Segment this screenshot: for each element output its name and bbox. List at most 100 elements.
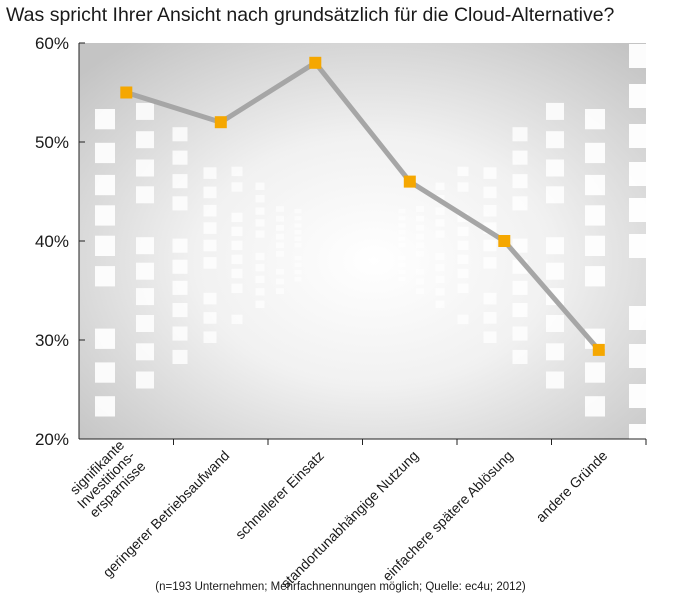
background-tile bbox=[95, 142, 115, 164]
background-tile bbox=[435, 252, 445, 261]
background-tile bbox=[231, 212, 243, 223]
background-tile bbox=[276, 242, 284, 249]
background-tile bbox=[49, 306, 71, 330]
background-tile bbox=[398, 262, 406, 268]
background-tile bbox=[512, 303, 528, 318]
background-tile bbox=[172, 127, 188, 142]
background-tile bbox=[136, 288, 154, 306]
background-tile bbox=[398, 255, 406, 261]
background-tile bbox=[483, 292, 497, 305]
background-tile bbox=[483, 167, 497, 179]
background-tile bbox=[629, 84, 646, 108]
background-tile bbox=[416, 233, 424, 240]
background-tile bbox=[457, 240, 469, 251]
background-tile bbox=[398, 236, 406, 241]
background-tile bbox=[49, 84, 71, 108]
background-tile bbox=[276, 268, 284, 275]
background-tile bbox=[203, 239, 217, 252]
background-tile bbox=[398, 243, 406, 248]
background-tile bbox=[512, 127, 528, 142]
background-tile bbox=[546, 237, 564, 255]
background-tile bbox=[629, 198, 646, 222]
background-tile bbox=[416, 268, 424, 275]
background-tile bbox=[416, 225, 424, 231]
background-tile bbox=[585, 396, 605, 417]
background-tile bbox=[95, 205, 115, 226]
background-tile-pattern bbox=[49, 44, 646, 439]
background-tile bbox=[203, 167, 217, 179]
background-tile bbox=[546, 159, 564, 177]
background-tile bbox=[172, 326, 188, 341]
background-tile bbox=[585, 362, 605, 383]
background-tile bbox=[416, 206, 424, 212]
background-tile bbox=[629, 424, 646, 439]
background-tile bbox=[136, 159, 154, 177]
background-tile bbox=[203, 186, 217, 199]
background-tile bbox=[136, 131, 154, 149]
background-tile bbox=[136, 315, 154, 332]
background-tile bbox=[255, 219, 265, 227]
data-point-3 bbox=[309, 56, 322, 69]
background-tile bbox=[276, 233, 284, 240]
background-tile bbox=[255, 182, 265, 190]
background-tile bbox=[483, 186, 497, 199]
background-tile bbox=[398, 269, 406, 275]
x-tick-label-line: andere Gründe bbox=[532, 447, 610, 525]
background-tile bbox=[416, 215, 424, 222]
background-tile bbox=[172, 174, 188, 189]
y-tick-label: 40% bbox=[35, 232, 69, 251]
background-tile bbox=[95, 266, 115, 287]
x-tick-label: andere Gründe bbox=[532, 447, 610, 525]
background-tile bbox=[172, 280, 188, 295]
background-tile bbox=[585, 328, 605, 349]
background-tile bbox=[435, 275, 445, 284]
background-tile bbox=[276, 251, 284, 257]
background-tile bbox=[95, 174, 115, 196]
background-tile bbox=[629, 234, 646, 258]
background-tile bbox=[231, 166, 243, 177]
background-tile bbox=[231, 254, 243, 265]
background-tile bbox=[294, 236, 302, 241]
background-tile bbox=[457, 182, 469, 192]
background-tile bbox=[203, 222, 217, 234]
background-tile bbox=[512, 150, 528, 165]
background-tile bbox=[231, 240, 243, 251]
background-tile bbox=[294, 230, 302, 235]
series-line bbox=[123, 60, 602, 353]
data-point-1 bbox=[120, 86, 133, 99]
background-tile bbox=[255, 195, 265, 203]
background-tile bbox=[457, 166, 469, 177]
background-tile bbox=[276, 215, 284, 222]
background-tile bbox=[546, 131, 564, 149]
background-tile bbox=[231, 182, 243, 192]
background-tile bbox=[49, 162, 71, 186]
background-tile bbox=[136, 186, 154, 204]
x-tick-label-line: schnellerer Einsatz bbox=[232, 447, 327, 542]
background-tile bbox=[457, 226, 469, 237]
background-tile bbox=[435, 263, 445, 272]
background-tile bbox=[172, 349, 188, 364]
background-tile bbox=[546, 186, 564, 204]
background-tile bbox=[629, 344, 646, 368]
background-tile bbox=[95, 362, 115, 383]
background-tile bbox=[435, 207, 445, 215]
background-tile bbox=[172, 150, 188, 165]
background-tile bbox=[294, 262, 302, 268]
background-tile bbox=[435, 219, 445, 227]
background-tile bbox=[629, 44, 646, 68]
background-tile bbox=[49, 198, 71, 222]
chart-footnote: (n=193 Unternehmen; Mehrfachnennungen mö… bbox=[155, 581, 526, 593]
background-tile bbox=[276, 278, 284, 285]
background-tile bbox=[512, 238, 528, 253]
background-tile bbox=[512, 196, 528, 211]
background-tile bbox=[546, 371, 564, 389]
background-tile bbox=[172, 259, 188, 274]
background-tile bbox=[585, 142, 605, 164]
background-tile bbox=[512, 326, 528, 341]
background-tile bbox=[95, 109, 115, 130]
background-tile bbox=[255, 252, 265, 261]
y-tick-label: 20% bbox=[35, 430, 69, 449]
background-tile bbox=[483, 257, 497, 269]
y-tick-label: 30% bbox=[35, 331, 69, 350]
data-point-5 bbox=[498, 235, 511, 247]
